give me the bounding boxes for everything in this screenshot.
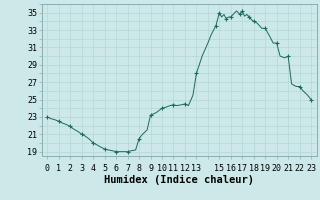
X-axis label: Humidex (Indice chaleur): Humidex (Indice chaleur)	[104, 175, 254, 185]
